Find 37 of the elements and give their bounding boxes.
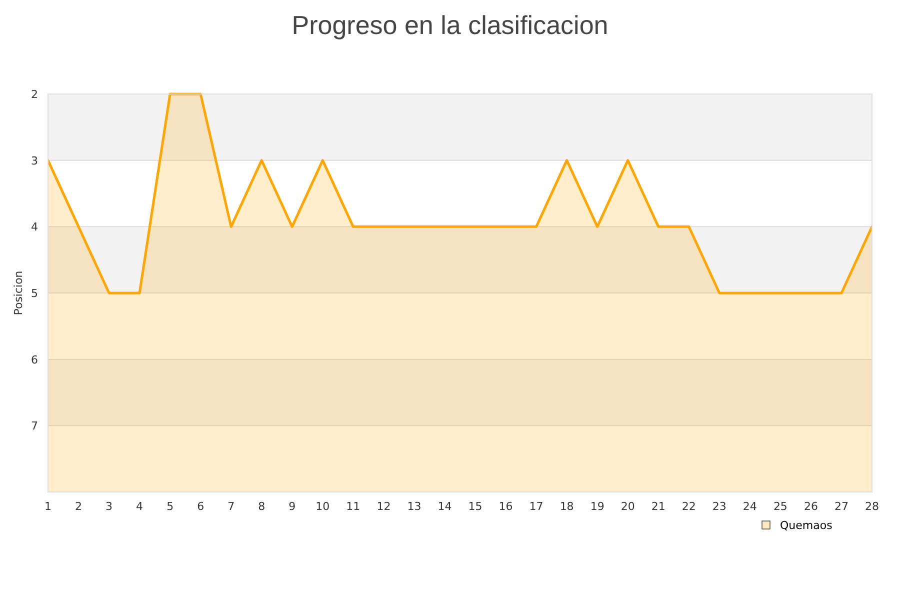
- x-tick-label: 27: [834, 500, 848, 513]
- x-tick-label: 13: [407, 500, 422, 513]
- y-tick-label: 4: [31, 220, 38, 234]
- x-tick-label: 15: [468, 500, 482, 513]
- x-tick-label: 16: [498, 500, 513, 513]
- x-tick-label: 11: [346, 500, 360, 513]
- x-tick-label: 4: [136, 500, 144, 513]
- x-tick-label: 25: [773, 500, 788, 513]
- x-tick-label: 24: [742, 500, 757, 513]
- x-tick-label: 18: [560, 500, 574, 513]
- y-tick-label: 7: [31, 420, 38, 433]
- x-tick-label: 5: [166, 500, 174, 513]
- chart-title: Progreso en la clasificacion: [292, 10, 608, 40]
- x-tick-label: 12: [376, 500, 391, 513]
- x-tick-label: 23: [712, 500, 726, 513]
- x-tick-label: 21: [651, 500, 666, 513]
- y-tick-label: 6: [31, 353, 38, 366]
- x-tick-label: 6: [197, 500, 204, 513]
- x-tick-label: 2: [75, 500, 82, 513]
- legend-label: Quemaos: [780, 519, 833, 532]
- x-tick-label: 10: [316, 500, 330, 513]
- y-tick-label: 2: [31, 88, 38, 101]
- y-axis-title: Posicion: [12, 270, 25, 316]
- x-tick-label: 22: [682, 500, 696, 513]
- x-tick-label: 1: [44, 500, 52, 513]
- y-tick-label: 3: [31, 154, 38, 168]
- x-tick-label: 8: [258, 500, 266, 513]
- x-tick-label: 17: [529, 500, 544, 513]
- x-tick-label: 9: [288, 500, 296, 513]
- x-tick-label: 7: [228, 500, 235, 513]
- x-tick-label: 3: [106, 500, 113, 513]
- y-tick-label: 5: [31, 287, 38, 300]
- x-tick-label: 26: [804, 500, 818, 513]
- x-tick-label: 20: [620, 500, 635, 513]
- x-tick-label: 14: [438, 500, 452, 513]
- x-tick-label: 19: [590, 500, 604, 513]
- x-tick-label: 28: [865, 500, 879, 513]
